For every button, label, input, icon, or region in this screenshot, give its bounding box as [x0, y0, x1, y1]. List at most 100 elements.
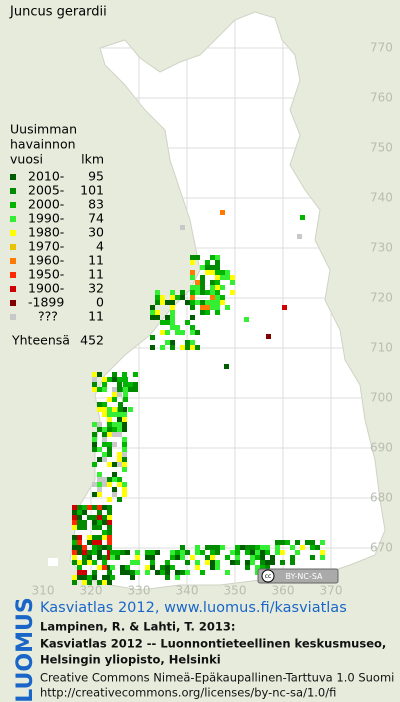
record-square: [92, 442, 97, 447]
record-square: [107, 432, 112, 437]
legend-swatch: [10, 230, 16, 236]
record-square: [180, 545, 185, 550]
record-square: [97, 372, 102, 377]
record-square: [125, 550, 130, 555]
record-square: [87, 555, 92, 560]
record-square: [230, 560, 235, 565]
record-square: [97, 482, 102, 487]
record-square: [107, 442, 112, 447]
record-square: [122, 447, 127, 452]
record-square: [210, 290, 215, 295]
record-square: [210, 565, 215, 570]
record-square: [195, 345, 200, 350]
legend-label: 1970-: [28, 239, 64, 254]
record-square: [122, 412, 127, 417]
record-square: [102, 412, 107, 417]
record-square: [82, 525, 87, 530]
legend-label: 1990-: [28, 211, 64, 226]
record-square: [107, 565, 112, 570]
record-square: [112, 377, 117, 382]
record-square: [110, 565, 115, 570]
record-square: [135, 560, 140, 565]
record-square: [165, 575, 170, 580]
record-square: [205, 265, 210, 270]
record-square: [265, 560, 270, 565]
record-square: [102, 457, 107, 462]
record-square: [180, 345, 185, 350]
record-square: [82, 555, 87, 560]
y-grid-label: 700: [370, 391, 393, 405]
record-square: [165, 320, 170, 325]
record-square: [107, 427, 112, 432]
record-square: [72, 535, 77, 540]
record-square: [195, 330, 200, 335]
record-square: [170, 300, 175, 305]
record-square: [295, 540, 300, 545]
record-square: [82, 580, 87, 585]
record-square: [97, 525, 102, 530]
record-square: [155, 290, 160, 295]
record-square: [87, 580, 92, 585]
record-square: [120, 570, 125, 575]
record-square: [190, 285, 195, 290]
record-square: [230, 275, 235, 280]
legend-heading: havainnon: [10, 137, 76, 152]
record-square: [315, 545, 320, 550]
legend-swatch: [10, 174, 16, 180]
record-square: [72, 545, 77, 550]
records: [72, 210, 325, 585]
record-square: [170, 305, 175, 310]
record-square: [110, 550, 115, 555]
record-square: [320, 555, 325, 560]
record-square: [170, 340, 175, 345]
legend-swatch: [10, 216, 16, 222]
record-square: [215, 270, 220, 275]
record-square: [160, 320, 165, 325]
record-square: [245, 565, 250, 570]
record-square: [87, 575, 92, 580]
record-square: [170, 565, 175, 570]
record-square: [195, 565, 200, 570]
y-grid-label: 730: [370, 241, 393, 255]
record-square: [285, 540, 290, 545]
record-square: [107, 482, 112, 487]
record-square: [97, 457, 102, 462]
record-square: [210, 265, 215, 270]
link[interactable]: Kasviatlas 2012, www.luomus.fi/kasviatla…: [40, 600, 347, 616]
record-square: [266, 334, 271, 339]
record-square: [77, 570, 82, 575]
legend-count: 11: [88, 267, 104, 282]
record-square: [92, 545, 97, 550]
record-square: [200, 300, 205, 305]
record-square: [290, 555, 295, 560]
record-square: [170, 295, 175, 300]
record-square: [210, 545, 215, 550]
record-square: [125, 570, 130, 575]
record-square: [122, 407, 127, 412]
record-square: [102, 432, 107, 437]
record-square: [215, 300, 220, 305]
record-square: [180, 295, 185, 300]
record-square: [235, 555, 240, 560]
record-square: [195, 560, 200, 565]
record-square: [250, 560, 255, 565]
record-square: [117, 497, 122, 502]
record-square: [77, 560, 82, 565]
record-square: [205, 305, 210, 310]
record-square: [175, 550, 180, 555]
record-square: [170, 310, 175, 315]
record-square: [205, 290, 210, 295]
record-square: [92, 382, 97, 387]
record-square: [270, 560, 275, 565]
record-square: [92, 560, 97, 565]
record-square: [190, 275, 195, 280]
record-square: [210, 300, 215, 305]
license-line: http://creativecommons.org/licenses/by-n…: [40, 686, 336, 700]
record-square: [112, 412, 117, 417]
record-square: [122, 492, 127, 497]
x-grid-label: 330: [128, 584, 151, 598]
record-square: [225, 305, 230, 310]
record-square: [112, 427, 117, 432]
record-square: [145, 570, 150, 575]
